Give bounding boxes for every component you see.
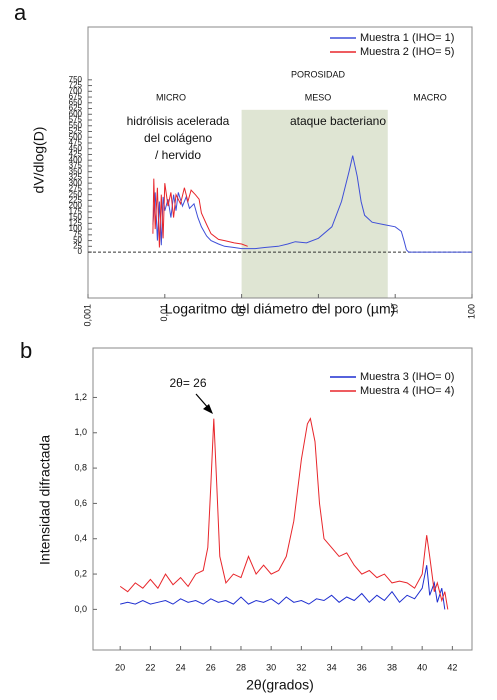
y-tick-label: 600	[69, 109, 83, 118]
legend-label: Muestra 3 (IHO= 0)	[360, 371, 454, 383]
y-tick-label: 500	[69, 132, 83, 141]
x-tick-label: 100	[466, 304, 476, 319]
x-axis-label: Logaritmo del diámetro del poro (µm)	[165, 301, 396, 317]
x-tick-label: 38	[387, 662, 397, 672]
y-tick-label: 550	[69, 121, 83, 130]
y-axis-label: Intensidad difractada	[37, 435, 53, 565]
y-tick-label: 650	[69, 98, 83, 107]
annotation: MICRO	[156, 92, 186, 102]
y-tick-label: 0,8	[74, 462, 87, 472]
y-tick-label: 0	[78, 247, 83, 256]
x-tick-label: 42	[447, 662, 457, 672]
x-tick-label: 30	[266, 662, 276, 672]
y-tick-label: 575	[69, 115, 83, 124]
x-tick-label: 0,001	[82, 304, 92, 327]
y-tick-label: 25	[73, 241, 82, 250]
legend-label: Muestra 2 (IHO= 5)	[360, 46, 454, 58]
plot-frame	[92, 347, 473, 651]
annotation: ataque bacteriano	[290, 114, 386, 128]
y-tick-label: 75	[73, 230, 82, 239]
y-tick-label: 150	[69, 213, 83, 222]
y-tick-label: 525	[69, 127, 83, 136]
y-tick-label: 175	[69, 207, 83, 216]
x-tick-label: 34	[327, 662, 337, 672]
x-axis-label: 2θ(grados)	[246, 677, 314, 693]
y-tick-label: 675	[69, 92, 83, 101]
y-tick-label: 50	[73, 236, 82, 245]
y-tick-label: 125	[69, 218, 83, 227]
panel-label: a	[14, 0, 27, 25]
x-tick-label: 10	[390, 304, 400, 314]
annotation: del colágeno	[144, 131, 212, 145]
x-tick-label: 28	[236, 662, 246, 672]
y-tick-label: 0,2	[74, 568, 87, 578]
y-tick-label: 425	[69, 150, 83, 159]
series-line	[120, 565, 446, 610]
x-tick-label: 0,1	[236, 304, 246, 317]
annotation: POROSIDAD	[291, 69, 346, 79]
legend-label: Muestra 4 (IHO= 4)	[360, 385, 454, 397]
y-tick-label: 400	[69, 155, 83, 164]
y-tick-label: 225	[69, 196, 83, 205]
y-tick-label: 0,6	[74, 498, 87, 508]
annotation: 2θ= 26	[169, 376, 206, 390]
y-tick-label: 250	[69, 190, 83, 199]
y-tick-label: 200	[69, 201, 83, 210]
y-tick-label: 275	[69, 184, 83, 193]
arrow-head	[203, 404, 213, 414]
y-tick-label: 1,0	[74, 427, 87, 437]
x-tick-label: 0,01	[159, 304, 169, 322]
highlight-region	[241, 109, 388, 298]
panel-label: b	[20, 338, 32, 363]
y-tick-label: 625	[69, 104, 83, 113]
y-axis-label: dV/dlog(D)	[31, 127, 47, 194]
series-line	[119, 417, 449, 610]
panel: 0,0 0,2 0,4 0,6 0,8 1,0 1,2 20 22 24 26 28 30 32 34 36 3…	[74, 347, 473, 672]
x-tick-label: 22	[145, 662, 155, 672]
y-tick-label: 1,2	[74, 392, 87, 402]
y-tick-label: 0,4	[74, 533, 87, 543]
series-line	[152, 155, 472, 253]
panel: 0255075100125150175200225250275300325350…	[69, 26, 476, 327]
x-tick-label: 40	[417, 662, 427, 672]
x-tick-label: 32	[296, 662, 306, 672]
y-tick-label: 325	[69, 173, 83, 182]
y-tick-label: 725	[69, 81, 83, 90]
x-tick-label: 20	[115, 662, 125, 672]
y-tick-label: 350	[69, 167, 83, 176]
y-tick-label: 300	[69, 178, 83, 187]
y-tick-label: 375	[69, 161, 83, 170]
y-tick-label: 475	[69, 138, 83, 147]
x-tick-label: 26	[206, 662, 216, 672]
y-tick-label: 450	[69, 144, 83, 153]
y-tick-label: 0,0	[74, 604, 87, 614]
x-tick-label: 1	[313, 304, 323, 309]
annotation: MACRO	[413, 92, 447, 102]
x-tick-label: 24	[176, 662, 186, 672]
plot-frame	[87, 26, 473, 299]
annotation: hidrólisis acelerada	[127, 114, 230, 128]
annotation: / hervido	[155, 148, 201, 162]
annotation: MESO	[305, 92, 332, 102]
series-line	[152, 178, 248, 248]
y-tick-label: 100	[69, 224, 83, 233]
legend-label: Muestra 1 (IHO= 1)	[360, 32, 454, 44]
y-tick-label: 700	[69, 86, 83, 95]
x-tick-label: 36	[357, 662, 367, 672]
y-tick-label: 750	[69, 75, 83, 84]
